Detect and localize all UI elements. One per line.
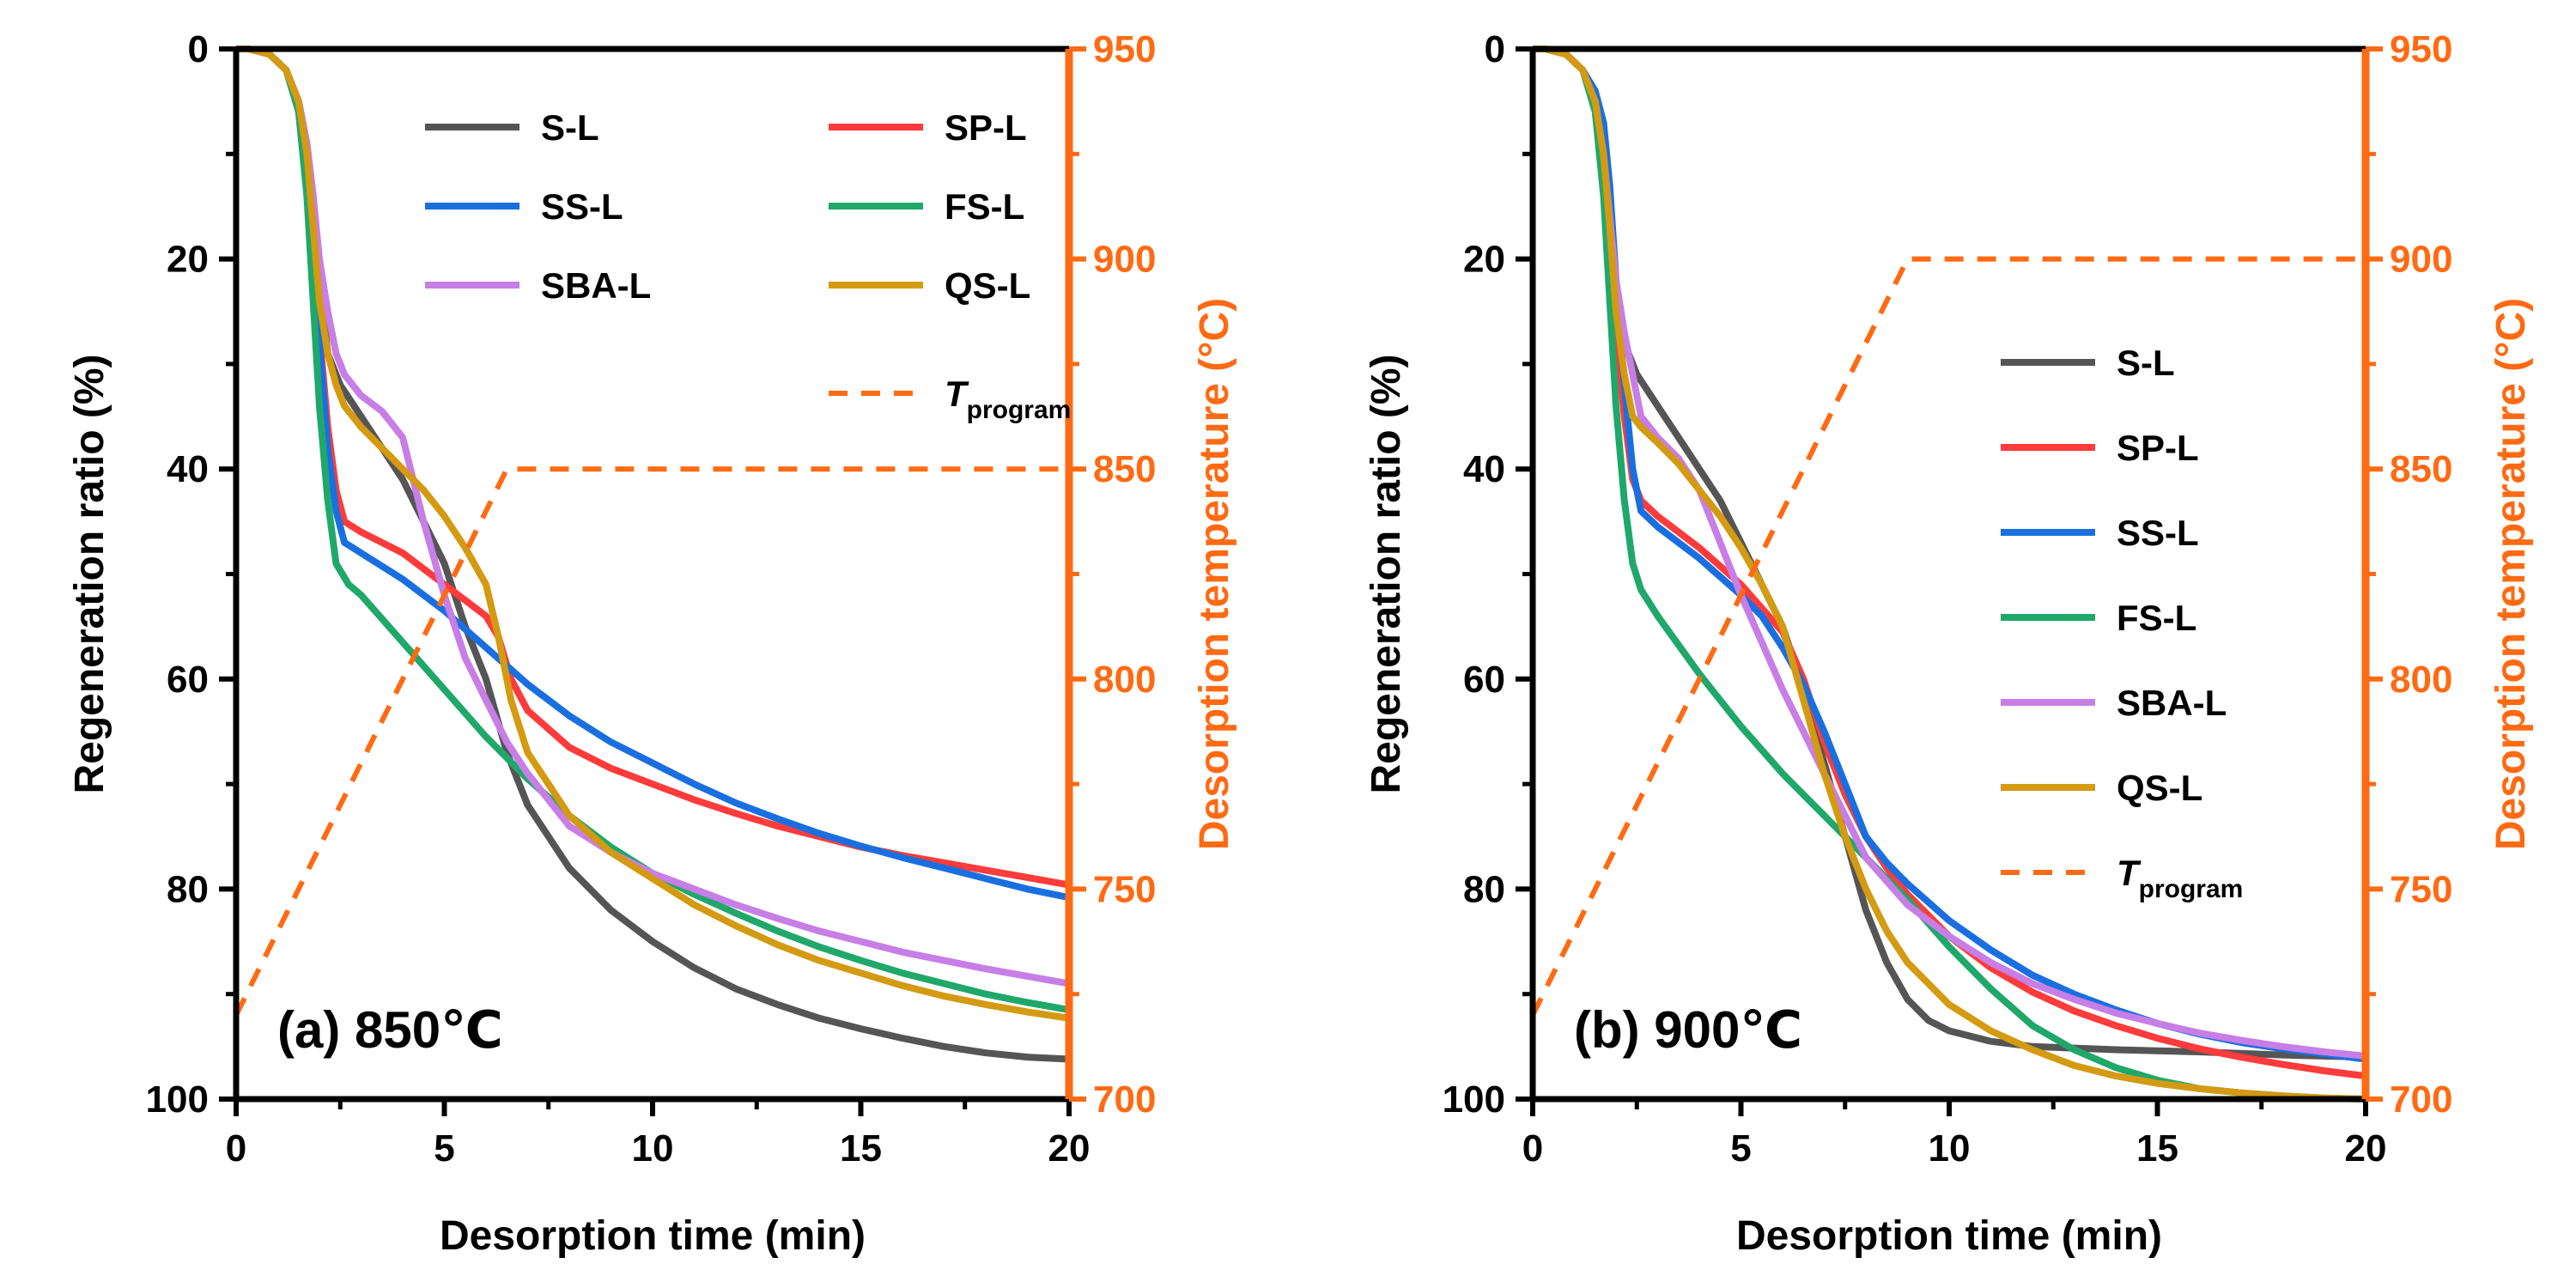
- y2-tick-label: 700: [2390, 1078, 2452, 1121]
- x-tick-label: 15: [840, 1127, 882, 1170]
- series-line-t-program: [1533, 256, 2366, 1017]
- x-tick-label: 0: [1522, 1127, 1543, 1170]
- panel-b: 0 5 10 15 20 0 20 40 60 80 100 700 750 800 850 900 950 De…: [1364, 28, 2534, 1259]
- series-line-qs-l: [1533, 46, 2366, 1103]
- panel-a: 0 5 10 15 20 0 20 40 60 80 100 700 750 800 850 900 950 De…: [67, 28, 1237, 1259]
- y2-tick-label: 750: [1093, 868, 1156, 910]
- series-line-s-l: [1533, 46, 2366, 1061]
- y2-tick-label: 850: [1093, 448, 1156, 490]
- x-tick-label: 5: [434, 1127, 454, 1170]
- legend-label-t-program: Tprogram: [945, 374, 1071, 424]
- legend-label-sp-l: SP-L: [945, 107, 1027, 148]
- y-tick-label: 40: [1463, 448, 1505, 490]
- legend-label-ss-l: SS-L: [2117, 513, 2199, 553]
- legend-label-qs-l: QS-L: [2117, 768, 2202, 808]
- legend-label-s-l: S-L: [541, 107, 599, 148]
- y-tick-label: 80: [167, 868, 209, 910]
- series-line-t-program: [236, 466, 1069, 1017]
- y-tick-label: 20: [167, 239, 209, 281]
- panel-label: (b) 900℃: [1574, 1001, 1802, 1059]
- y2-tick-label: 850: [2390, 448, 2452, 490]
- legend-label-sp-l: SP-L: [2117, 428, 2199, 468]
- x-tick-label: 0: [226, 1127, 246, 1170]
- series-line-fs-l: [236, 46, 1069, 1013]
- y-axis-title: Regeneration ratio (%): [67, 354, 112, 793]
- series-line-ss-l: [1533, 46, 2366, 1063]
- y-tick-label: 20: [1463, 239, 1505, 281]
- x-tick-label: 10: [1929, 1127, 1971, 1170]
- legend-label-t-program: Tprogram: [2117, 853, 2243, 903]
- y2-tick-label: 950: [1093, 28, 1156, 70]
- x-axis-title: Desorption time (min): [440, 1213, 866, 1259]
- legend-label-qs-l: QS-L: [945, 265, 1030, 306]
- x-tick-label: 5: [1730, 1127, 1751, 1170]
- y-axis-title: Regeneration ratio (%): [1364, 354, 1409, 793]
- x-tick-label: 20: [1048, 1127, 1091, 1170]
- y2-tick-label: 900: [2390, 239, 2452, 281]
- x-tick-label: 10: [632, 1127, 674, 1170]
- y2-tick-label: 800: [2390, 659, 2452, 701]
- legend-label-sba-l: SBA-L: [2117, 683, 2227, 723]
- y-tick-label: 100: [146, 1078, 209, 1121]
- y-tick-label: 100: [1443, 1078, 1505, 1121]
- y2-tick-label: 900: [1093, 239, 1156, 281]
- y-tick-label: 40: [167, 448, 209, 490]
- legend-label-ss-l: SS-L: [541, 186, 623, 227]
- legend-label-fs-l: FS-L: [945, 186, 1024, 227]
- series-group: [1533, 46, 2366, 1103]
- series-line-qs-l: [236, 46, 1069, 1022]
- y-tick-label: 60: [167, 659, 209, 701]
- series-line-ss-l: [236, 46, 1069, 902]
- y-tick-label: 80: [1463, 868, 1505, 910]
- y2-tick-label: 950: [2390, 28, 2452, 70]
- series-line-fs-l: [1533, 46, 2366, 1103]
- legend: S-L SP-L SS-L FS-L SBA-L QS-L Tprogram: [425, 107, 1071, 424]
- y2-axis-title: Desorption temperature (°C): [1192, 298, 1237, 850]
- series-line-sba-l: [1533, 46, 2366, 1060]
- y2-tick-label: 750: [2390, 868, 2452, 910]
- legend-label-fs-l: FS-L: [2117, 598, 2196, 638]
- y2-axis-title: Desorption temperature (°C): [2488, 298, 2534, 850]
- y-tick-label: 60: [1463, 659, 1505, 701]
- legend-label-s-l: S-L: [2117, 343, 2175, 383]
- y2-tick-label: 800: [1093, 659, 1156, 701]
- y2-tick-label: 700: [1093, 1078, 1156, 1121]
- series-group: [236, 46, 1069, 1063]
- y-tick-label: 0: [1485, 28, 1505, 70]
- legend-label-sba-l: SBA-L: [541, 265, 651, 306]
- panel-label: (a) 850℃: [277, 1001, 503, 1059]
- x-tick-label: 20: [2345, 1127, 2387, 1170]
- y-tick-label: 0: [188, 28, 209, 70]
- legend: S-L SP-L SS-L FS-L SBA-L QS-L Tprogram: [2001, 343, 2243, 903]
- x-axis-title: Desorption time (min): [1736, 1213, 2162, 1259]
- x-tick-label: 15: [2136, 1127, 2178, 1170]
